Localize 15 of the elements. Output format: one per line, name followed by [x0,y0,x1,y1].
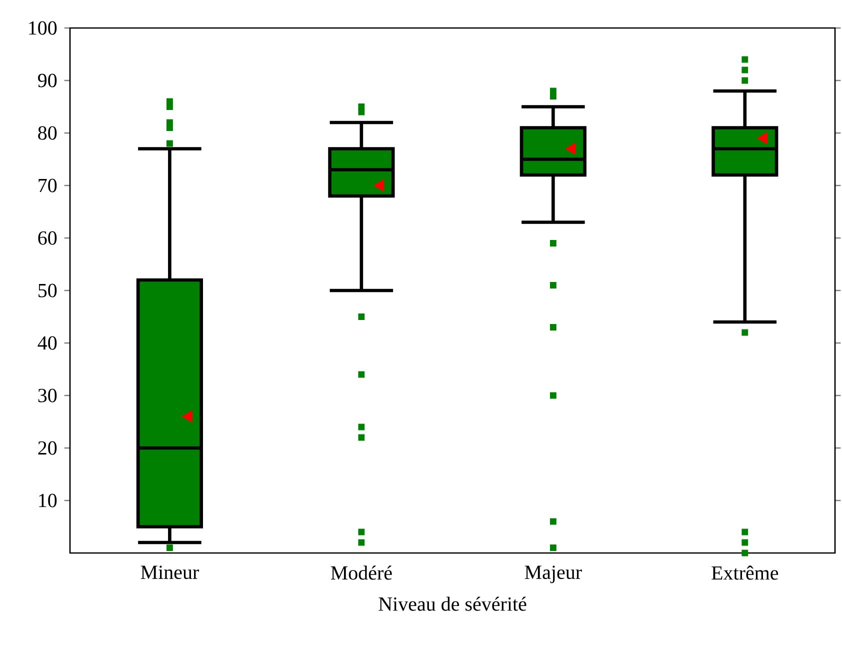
y-tick-label: 30 [38,388,57,402]
x-tick-label: Mineur [140,566,199,580]
x-tick-label: Modéré [330,566,392,580]
y-tick-label: 40 [38,336,57,350]
y-tick-label: 20 [38,441,57,455]
y-tick-label: 60 [38,231,57,245]
y-tick-label: 50 [38,284,57,298]
x-tick-label: Extrême [712,566,778,580]
y-tick-label: 80 [38,126,57,140]
y-tick-label: 100 [29,21,57,35]
x-axis-title: Niveau de sévérité [378,596,526,611]
y-tick-label: 90 [38,74,57,88]
x-tick-label: Majeur [524,566,582,584]
y-tick-label: 10 [39,494,57,508]
y-tick-label: 70 [38,178,57,192]
